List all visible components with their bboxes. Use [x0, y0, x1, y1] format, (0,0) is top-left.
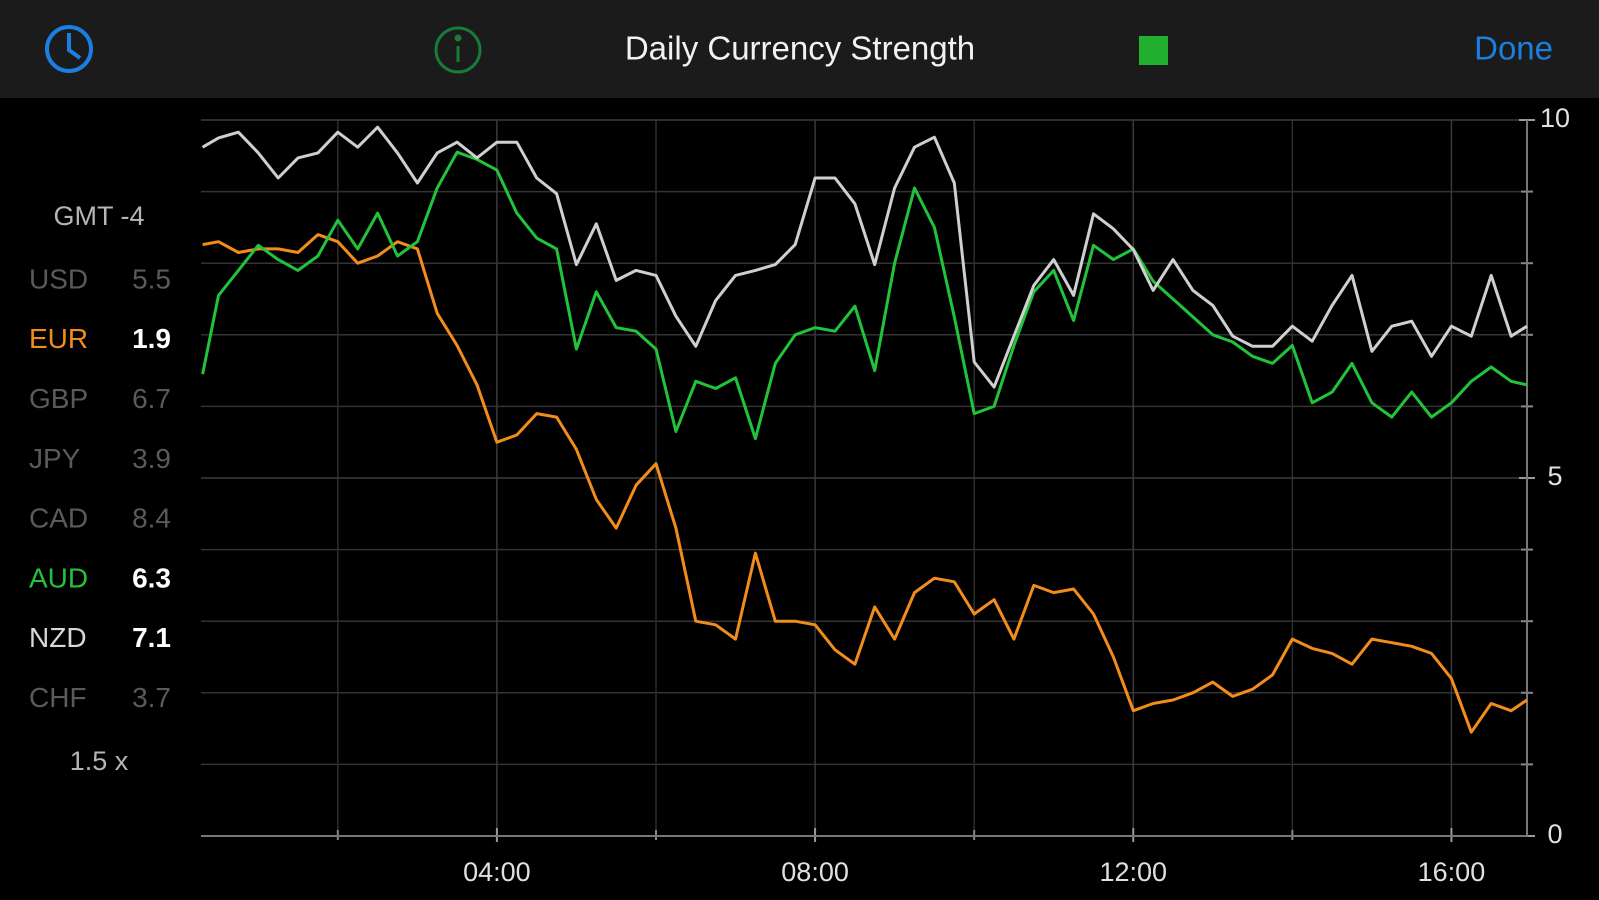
- top-bar: [0, 0, 1599, 98]
- currency-row[interactable]: JPY 3.9: [29, 443, 171, 474]
- currency-name: EUR: [29, 323, 88, 354]
- currency-name: CHF: [29, 682, 87, 713]
- screen-title: Daily Currency Strength: [625, 30, 975, 67]
- currency-value: 1.9: [132, 323, 171, 354]
- currency-value: 7.1: [132, 622, 171, 653]
- history-button[interactable]: [45, 25, 93, 73]
- currency-row[interactable]: CHF 3.7: [29, 682, 171, 713]
- series-line: [201, 150, 1528, 441]
- timezone-label: GMT -4: [53, 201, 144, 231]
- currency-row[interactable]: NZD 7.1: [29, 622, 171, 653]
- x-tick-label: 08:00: [781, 857, 849, 887]
- zoom-label[interactable]: 1.5 x: [70, 746, 129, 776]
- currency-value: 3.7: [132, 682, 171, 713]
- series-line: [201, 125, 1528, 389]
- info-button[interactable]: [434, 26, 482, 74]
- done-button[interactable]: Done: [1474, 30, 1553, 67]
- currency-value: 5.5: [132, 263, 171, 294]
- currency-row[interactable]: CAD 8.4: [29, 503, 171, 534]
- plot: 0 5 10 04:00 08:00 12:00 16:00: [201, 103, 1570, 887]
- currency-name: USD: [29, 263, 88, 294]
- currency-value: 6.7: [132, 383, 171, 414]
- y-tick-label: 0: [1547, 819, 1562, 849]
- currency-value: 6.3: [132, 562, 171, 593]
- currency-name: NZD: [29, 622, 87, 653]
- currency-row[interactable]: GBP 6.7: [29, 383, 171, 414]
- currency-name: AUD: [29, 562, 88, 593]
- currency-name: CAD: [29, 503, 88, 534]
- currency-name: JPY: [29, 443, 81, 474]
- currency-name: GBP: [29, 383, 88, 414]
- x-tick-label: 12:00: [1099, 857, 1167, 887]
- currency-value: 3.9: [132, 443, 171, 474]
- currency-row[interactable]: AUD 6.3: [29, 562, 171, 593]
- x-tick-label: 04:00: [463, 857, 531, 887]
- x-tick-label: 16:00: [1418, 857, 1486, 887]
- currency-row[interactable]: USD 5.5: [29, 263, 171, 294]
- currency-row[interactable]: EUR 1.9: [29, 323, 171, 354]
- y-tick-label: 5: [1547, 461, 1562, 491]
- series-line: [202, 233, 1528, 734]
- y-tick-label: 10: [1540, 103, 1570, 133]
- status-indicator[interactable]: [1139, 36, 1168, 65]
- currency-value: 8.4: [132, 503, 171, 534]
